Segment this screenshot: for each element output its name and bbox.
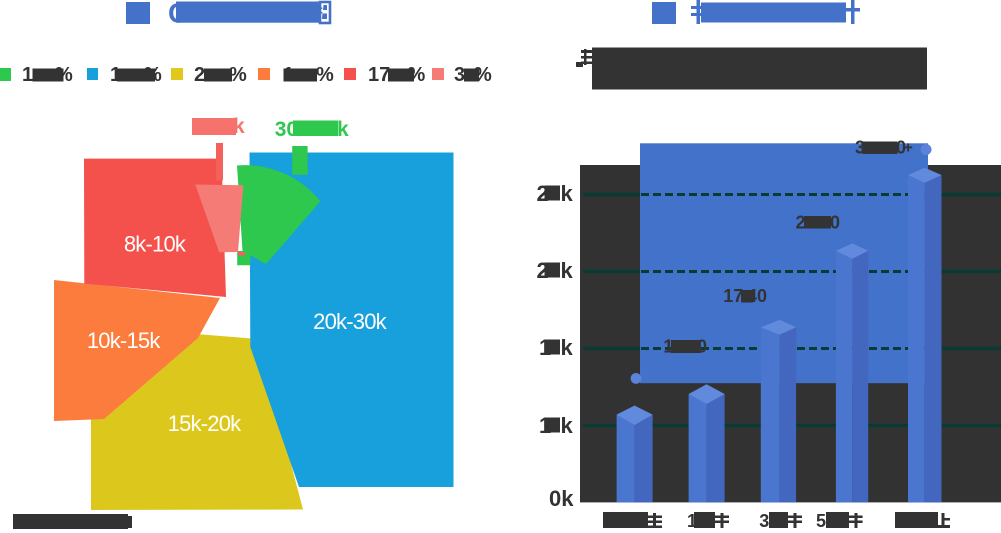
svg-text:0k: 0k: [549, 486, 574, 511]
svg-text:3: 3: [454, 64, 465, 86]
svg-text:8k-10k: 8k-10k: [124, 232, 187, 257]
svg-text:k: k: [561, 335, 574, 360]
svg-text:10k-15k: 10k-15k: [87, 328, 161, 353]
svg-text:%: %: [408, 64, 426, 86]
svg-text:%: %: [144, 64, 162, 86]
svg-text:k: k: [337, 118, 349, 141]
svg-text:%: %: [55, 64, 73, 86]
svg-text:5: 5: [816, 511, 826, 531]
svg-text:k: k: [561, 258, 574, 283]
svg-text:0: 0: [697, 337, 707, 357]
svg-text:3: 3: [855, 138, 865, 158]
svg-text:%: %: [229, 64, 247, 86]
svg-text:k: k: [561, 181, 574, 206]
svg-text:2: 2: [796, 213, 806, 233]
svg-text:1: 1: [22, 64, 33, 86]
svg-text:2: 2: [194, 64, 205, 86]
svg-text:%: %: [316, 64, 334, 86]
svg-text:%: %: [474, 64, 492, 86]
svg-text:3: 3: [759, 511, 769, 531]
svg-text:17: 17: [368, 64, 390, 86]
svg-text:k: k: [561, 413, 574, 438]
svg-text:40: 40: [747, 286, 767, 306]
svg-text:+: +: [904, 140, 913, 157]
svg-text:1: 1: [687, 511, 697, 531]
svg-text:0: 0: [896, 138, 906, 158]
svg-text:30: 30: [275, 118, 298, 141]
svg-text:1: 1: [663, 337, 673, 357]
svg-text:15k-20k: 15k-20k: [168, 411, 242, 436]
svg-text:1: 1: [110, 64, 121, 86]
svg-text:0: 0: [830, 213, 840, 233]
svg-text:17: 17: [723, 286, 743, 306]
svg-text:20k-30k: 20k-30k: [313, 309, 387, 334]
svg-text:k: k: [233, 115, 245, 138]
